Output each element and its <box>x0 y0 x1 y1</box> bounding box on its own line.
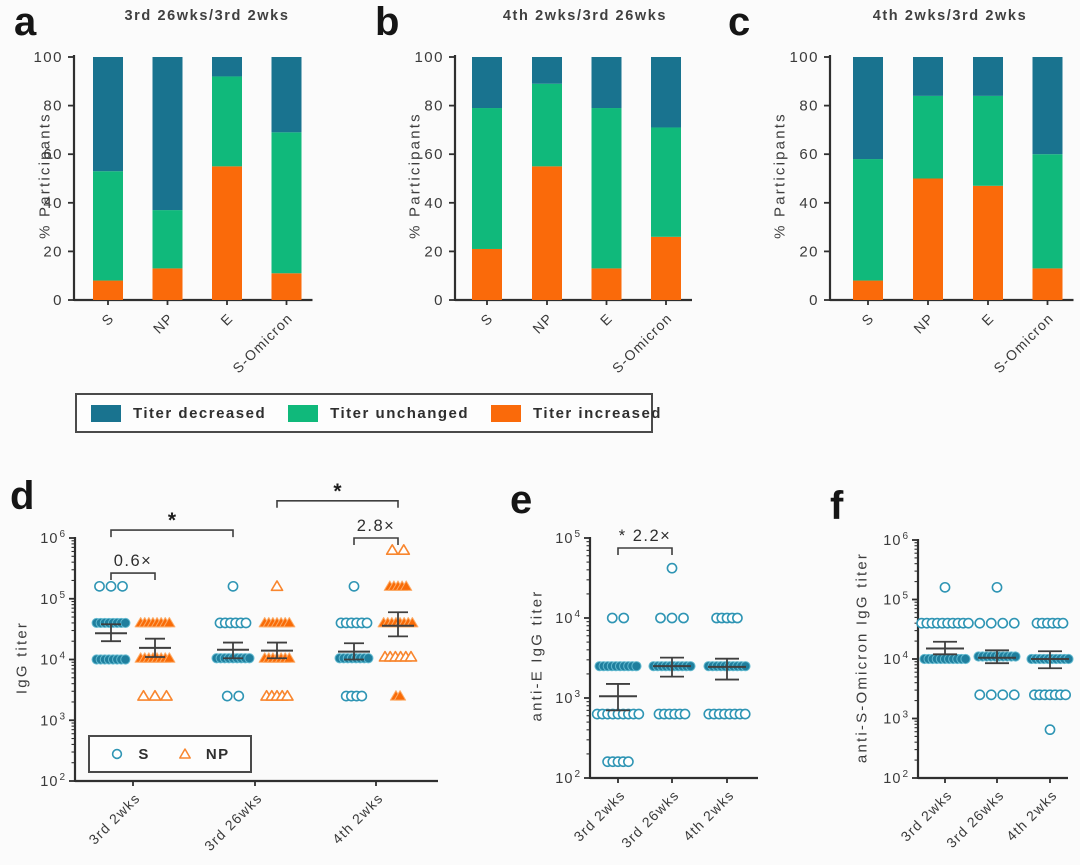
panel-e: e anti-E IgG titer 105 104 103 102 3rd 2wks 3… <box>490 470 790 865</box>
legend-label-unchanged: Titer unchanged <box>330 404 470 422</box>
panel-b: b 4th 2wks/3rd 26wks % Participants 0 20 4… <box>370 0 730 460</box>
svg-text:S-Omicron: S-Omicron <box>990 310 1056 376</box>
panel-c: c 4th 2wks/3rd 2wks % Participants 0 20 40… <box>720 0 1080 460</box>
svg-text:105: 105 <box>555 529 581 547</box>
svg-text:20: 20 <box>43 243 63 260</box>
panel-b-title: 4th 2wks/3rd 26wks <box>502 8 668 24</box>
s-circle-marker-icon <box>110 747 124 761</box>
svg-text:80: 80 <box>799 98 819 115</box>
svg-text:3rd 26wks: 3rd 26wks <box>618 787 682 851</box>
svg-text:104: 104 <box>40 651 66 669</box>
panel-b-letter: b <box>375 0 400 44</box>
svg-text:106: 106 <box>883 531 909 549</box>
svg-text:105: 105 <box>883 591 909 609</box>
svg-text:104: 104 <box>883 650 909 668</box>
legend-item-unchanged: Titer unchanged <box>288 404 470 422</box>
svg-text:20: 20 <box>424 243 444 260</box>
svg-text:3rd 2wks: 3rd 2wks <box>570 787 628 845</box>
legend-label-decreased: Titer decreased <box>133 404 267 422</box>
svg-text:S-Omicron: S-Omicron <box>229 310 295 376</box>
svg-text:40: 40 <box>424 195 444 212</box>
svg-text:NP: NP <box>529 310 556 337</box>
svg-text:4th 2wks: 4th 2wks <box>329 790 386 847</box>
svg-text:102: 102 <box>555 769 581 787</box>
panel-a-letter: a <box>14 0 37 44</box>
svg-text:106: 106 <box>40 529 66 547</box>
svg-text:*: * <box>333 480 342 503</box>
svg-text:3rd 2wks: 3rd 2wks <box>85 790 143 848</box>
panel-a: a 3rd 26wks/3rd 2wks % Participants 0 20 4… <box>0 0 365 460</box>
svg-text:60: 60 <box>424 146 444 163</box>
svg-text:E: E <box>217 310 236 329</box>
panel-a-title: 3rd 26wks/3rd 2wks <box>124 8 290 24</box>
unchanged-swatch-icon <box>288 404 319 422</box>
svg-text:100: 100 <box>33 49 63 66</box>
svg-text:2.8×: 2.8× <box>357 517 396 535</box>
svg-text:20: 20 <box>799 243 819 260</box>
svg-text:E: E <box>597 310 616 329</box>
svg-text:* 2.2×: * 2.2× <box>619 527 672 545</box>
svg-text:40: 40 <box>799 195 819 212</box>
svg-text:4th 2wks: 4th 2wks <box>680 787 737 844</box>
panel-c-title: 4th 2wks/3rd 2wks <box>872 8 1028 24</box>
svg-text:0: 0 <box>809 292 819 309</box>
svg-text:104: 104 <box>555 609 581 627</box>
panel-e-letter: e <box>510 478 533 522</box>
svg-text:S-Omicron: S-Omicron <box>609 310 675 376</box>
legend-label-increased: Titer increased <box>533 404 662 422</box>
svg-text:S: S <box>477 310 496 329</box>
svg-text:40: 40 <box>43 195 63 212</box>
svg-text:E: E <box>978 310 997 329</box>
panel-c-letter: c <box>728 0 751 44</box>
svg-text:103: 103 <box>883 710 909 728</box>
panel-d-legend: S NP <box>88 735 252 773</box>
svg-text:103: 103 <box>555 689 581 707</box>
svg-text:NP: NP <box>910 310 937 337</box>
svg-text:80: 80 <box>43 98 63 115</box>
svg-text:S: S <box>98 310 117 329</box>
svg-text:103: 103 <box>40 711 66 729</box>
svg-text:3rd 26wks: 3rd 26wks <box>201 790 265 854</box>
decreased-swatch-icon <box>91 404 121 422</box>
svg-text:*: * <box>168 509 177 532</box>
panel-d: d IgG titer 106 105 104 103 102 3rd 2wks 3rd 2… <box>0 470 490 865</box>
svg-text:4th 2wks: 4th 2wks <box>1003 787 1060 844</box>
legend-item-decreased: Titer decreased <box>91 404 267 422</box>
svg-text:105: 105 <box>40 590 66 608</box>
svg-text:S: S <box>858 310 877 329</box>
panel-d-letter: d <box>10 474 35 518</box>
panel-f-letter: f <box>830 484 844 528</box>
bar-legend: Titer decreased Titer unchanged Titer in… <box>75 393 660 433</box>
svg-text:NP: NP <box>150 310 177 337</box>
svg-text:0: 0 <box>434 292 444 309</box>
svg-text:60: 60 <box>43 146 63 163</box>
panel-c-plot: 0 20 40 60 80 100 S NP ES-Omicron <box>789 49 1074 376</box>
svg-text:80: 80 <box>424 98 444 115</box>
legend-item-increased: Titer increased <box>491 404 662 422</box>
svg-text:102: 102 <box>883 769 909 787</box>
np-triangle-marker-icon <box>178 747 192 761</box>
svg-text:0.6×: 0.6× <box>114 552 153 570</box>
panel-a-plot: 0 20 40 60 80 100 S NP ES-Omicron <box>33 49 313 376</box>
svg-text:0: 0 <box>53 292 63 309</box>
svg-text:100: 100 <box>789 49 819 66</box>
panel-f: f anti-S-Omicron IgG titer 106 105 104 103 1… <box>790 470 1080 865</box>
svg-text:102: 102 <box>40 772 66 790</box>
increased-swatch-icon <box>491 404 522 422</box>
panel-d-legend-label-np: NP <box>205 745 230 763</box>
panel-b-plot: 0 20 40 60 80 100 S NP ES-Omicron <box>414 49 692 376</box>
svg-text:60: 60 <box>799 146 819 163</box>
panel-d-plot: 106 105 104 103 102 3rd 2wks 3rd 26wks 4th 2wks… <box>40 480 438 854</box>
svg-text:100: 100 <box>414 49 444 66</box>
panel-d-legend-label-s: S <box>138 745 150 763</box>
